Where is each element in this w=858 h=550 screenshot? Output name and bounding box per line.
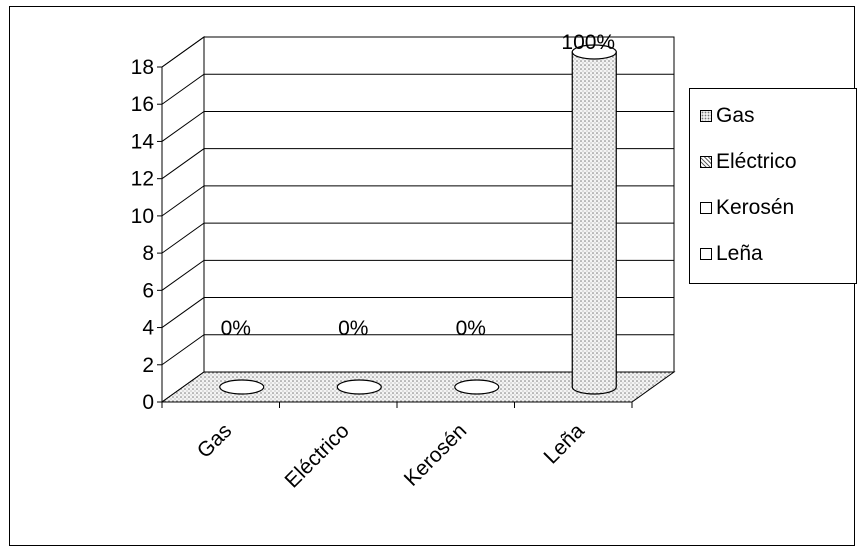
y-tick-label: 4 (142, 317, 154, 340)
gridline (161, 148, 674, 180)
bar-0 (219, 379, 265, 395)
y-tick-label: 0 (142, 391, 154, 414)
data-label: 100% (561, 31, 615, 54)
legend-swatch-electrico (700, 156, 712, 168)
x-axis: Gas Eléctrico Kerosén Leña (161, 401, 633, 492)
y-tick-label: 14 (131, 130, 155, 153)
bar-top (454, 379, 500, 395)
bar-1 (336, 379, 382, 395)
y-tick-label: 6 (142, 279, 154, 302)
bar-top (336, 379, 382, 395)
x-category-label: Kerosén (400, 419, 472, 491)
gridline (161, 297, 674, 328)
chart-walls (161, 36, 675, 403)
gridline (161, 36, 674, 68)
gridline (161, 259, 674, 291)
gridline (161, 222, 674, 254)
legend-item-lena: Leña (700, 239, 763, 269)
y-tick-label: 12 (131, 168, 154, 191)
legend-item-gas: Gas (700, 101, 755, 131)
x-category-label: Leña (539, 419, 589, 469)
bar-3 (571, 44, 617, 395)
gridline (161, 73, 674, 105)
data-label: 0% (456, 317, 486, 340)
legend-swatch-lena (700, 248, 712, 260)
gridline (161, 110, 674, 142)
gridline (161, 185, 674, 217)
y-tick-label: 8 (142, 242, 154, 265)
legend-swatch-kerosen (700, 202, 712, 214)
data-label: 0% (221, 317, 251, 340)
legend-swatch-gas (700, 110, 712, 122)
side-wall (161, 36, 205, 403)
bar-top (571, 44, 617, 60)
legend: Gas Eléctrico Kerosén Leña (689, 88, 857, 284)
data-labels: 0% 0% 0% 100% (221, 31, 616, 340)
y-tick-label: 10 (131, 205, 154, 228)
legend-label: Eléctrico (716, 150, 797, 173)
bar-body (571, 51, 617, 395)
legend-item-kerosen: Kerosén (700, 193, 794, 223)
y-tick-label: 18 (131, 56, 154, 79)
legend-label: Kerosén (716, 196, 795, 219)
bars (219, 44, 617, 395)
bar-2 (454, 379, 500, 395)
y-tick-label: 16 (131, 93, 154, 116)
gridline (161, 334, 674, 366)
x-category-label: Eléctrico (281, 419, 354, 492)
y-tick-label: 2 (142, 354, 154, 377)
legend-label: Gas (716, 104, 755, 127)
legend-label: Leña (716, 242, 763, 265)
bar-top (219, 379, 265, 395)
data-label: 0% (338, 317, 368, 340)
x-category-label: Gas (193, 419, 236, 462)
y-axis: 0 2 4 6 8 10 12 14 16 18 (131, 56, 163, 414)
legend-item-electrico: Eléctrico (700, 147, 797, 177)
